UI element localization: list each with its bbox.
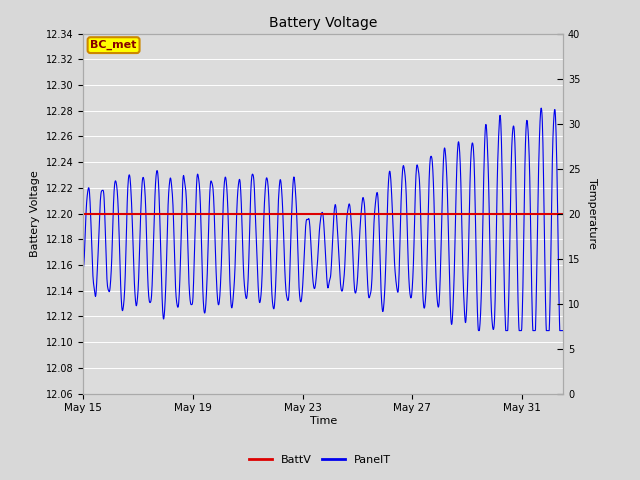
Legend: BattV, PanelT: BattV, PanelT bbox=[245, 451, 395, 469]
X-axis label: Time: Time bbox=[310, 416, 337, 426]
Text: BC_met: BC_met bbox=[90, 40, 137, 50]
Title: Battery Voltage: Battery Voltage bbox=[269, 16, 378, 30]
Y-axis label: Battery Voltage: Battery Voltage bbox=[30, 170, 40, 257]
Y-axis label: Temperature: Temperature bbox=[588, 178, 597, 249]
